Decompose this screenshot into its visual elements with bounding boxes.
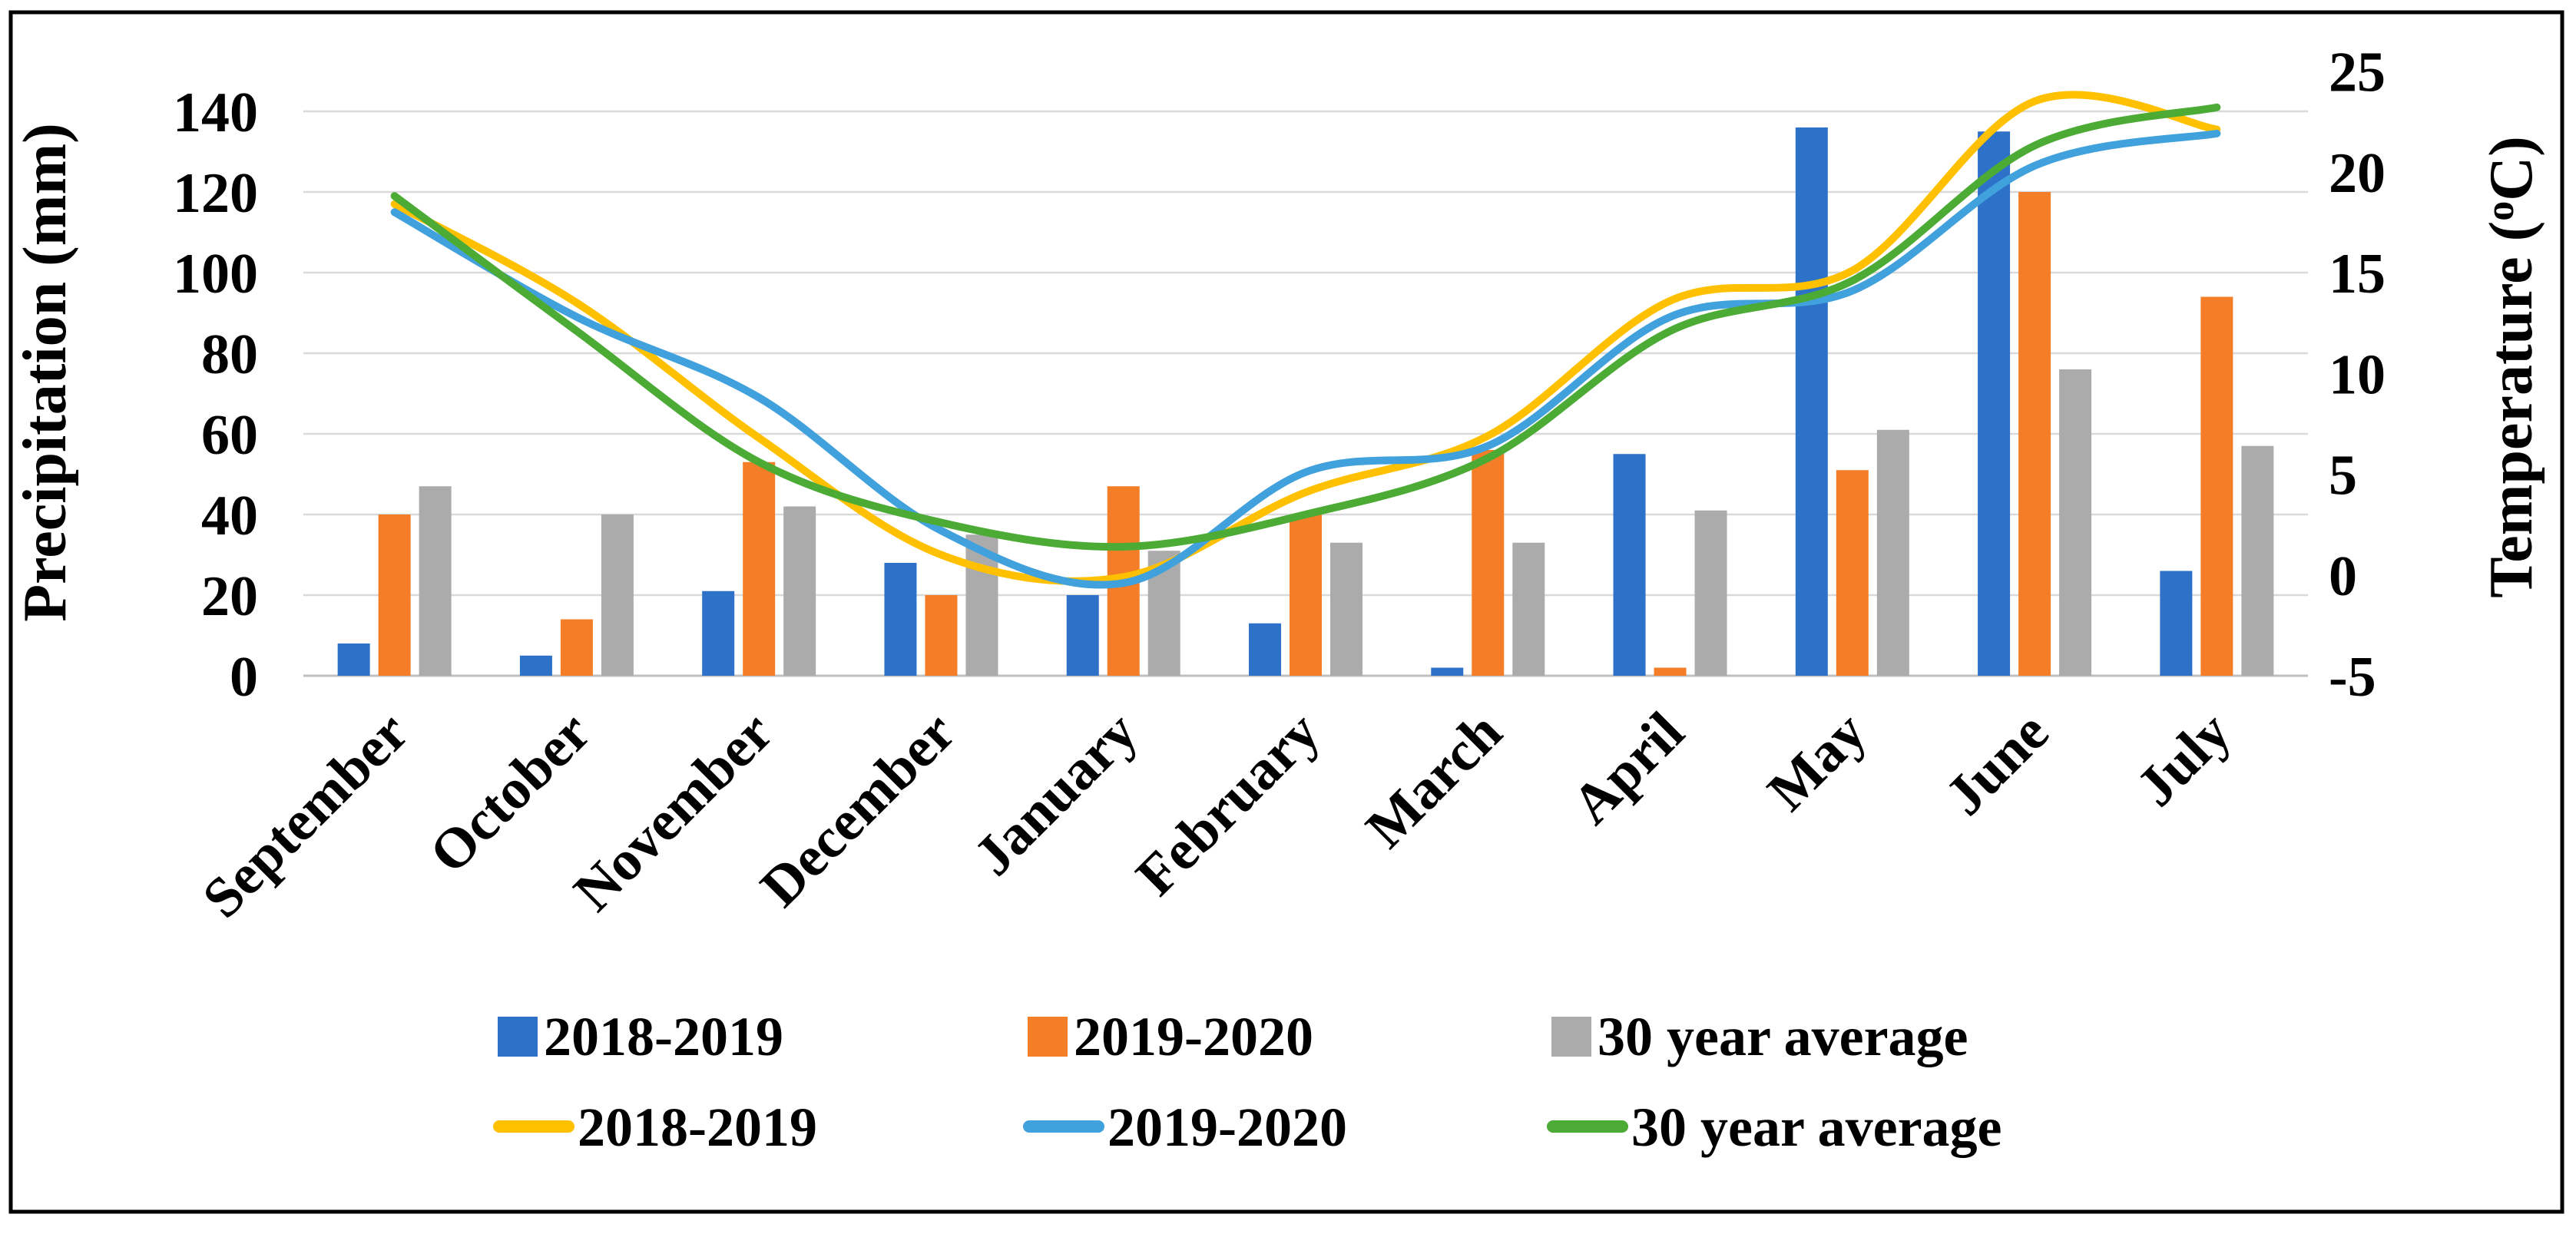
bar-2019-2020-november xyxy=(743,462,776,676)
y2-axis-tick-0: 0 xyxy=(2329,545,2357,608)
y-axis-tick-140: 140 xyxy=(173,81,258,144)
bar-30-year-average-april xyxy=(1694,510,1727,676)
bar-30-year-average-september xyxy=(419,486,452,676)
bar-30-year-average-july xyxy=(2241,445,2274,676)
bar-2018-2019-march xyxy=(1431,667,1464,676)
legend-item-line-30-year-average: 30 year average xyxy=(1547,1097,2002,1158)
legend-group: 2018-2019 2019-2020 30 year average 2018-20… xyxy=(493,1006,2002,1158)
y-axis-tick-0: 0 xyxy=(230,646,258,709)
line-2019-2020 xyxy=(390,129,2221,589)
bar-2019-2020-june xyxy=(2018,192,2051,676)
legend-item-line-2019-2020: 2019-2020 xyxy=(1023,1097,1347,1158)
legend-item-line-2018-2019: 2018-2019 xyxy=(493,1097,817,1158)
bar-2019-2020-may xyxy=(1836,470,1869,676)
y2-axis-tick-5: 5 xyxy=(2329,445,2357,508)
bar-2018-2019-february xyxy=(1249,623,1281,676)
legend-label-bar-2018-2019: 2018-2019 xyxy=(544,1006,783,1067)
bar-2018-2019-october xyxy=(519,655,552,676)
legend-item-bar-2018-2019: 2018-2019 xyxy=(498,1006,783,1067)
bars-group xyxy=(337,127,2274,676)
bar-2018-2019-april xyxy=(1613,454,1646,676)
y-axis-tick-60: 60 xyxy=(201,404,258,467)
bar-2018-2019-december xyxy=(884,563,917,676)
right-axis-title: Temperature (oC) xyxy=(2478,136,2545,597)
left-axis-title: Precipitation (mm) xyxy=(12,123,79,621)
y-axis-tick-40: 40 xyxy=(201,485,258,548)
legend-swatch-bar-2018-2019 xyxy=(498,1017,538,1057)
legend-label-line-2018-2019: 2018-2019 xyxy=(578,1097,817,1158)
bar-2019-2020-september xyxy=(378,514,411,676)
bar-30-year-average-february xyxy=(1330,542,1362,676)
y-axis-tick-80: 80 xyxy=(201,323,258,386)
bar-2018-2019-june xyxy=(1978,131,2011,676)
y2-axis-tick-25: 25 xyxy=(2329,41,2386,104)
legend-label-line-2019-2020: 2019-2020 xyxy=(1108,1097,1347,1158)
y-axis-tick-120: 120 xyxy=(173,162,258,225)
y-axis-tick-100: 100 xyxy=(173,243,258,306)
legend-item-bar-30-year-average: 30 year average xyxy=(1551,1006,1968,1067)
legend-label-bar-30-year-average: 30 year average xyxy=(1598,1006,1968,1067)
y2-axis-tick-10: 10 xyxy=(2329,343,2386,406)
bar-2019-2020-october xyxy=(560,619,593,676)
bar-2018-2019-july xyxy=(2160,571,2193,676)
y2-axis-tick-20: 20 xyxy=(2329,142,2386,205)
y-axis-tick-20: 20 xyxy=(201,565,258,628)
bar-2019-2020-march xyxy=(1472,450,1505,676)
legend-label-line-30-year-average: 30 year average xyxy=(1631,1097,2002,1158)
bar-30-year-average-may xyxy=(1876,429,1909,676)
line-30-year-average xyxy=(390,103,2221,551)
bar-2018-2019-september xyxy=(337,643,370,676)
bar-2019-2020-february xyxy=(1290,514,1322,676)
lines-group xyxy=(390,91,2221,589)
bar-30-year-average-march xyxy=(1512,542,1545,676)
bar-2018-2019-may xyxy=(1795,127,1828,676)
bar-2019-2020-december xyxy=(925,595,958,676)
legend-swatch-bar-30-year-average xyxy=(1551,1017,1591,1057)
bar-30-year-average-october xyxy=(601,514,634,676)
bar-30-year-average-june xyxy=(2059,369,2092,676)
legend-label-bar-2019-2020: 2019-2020 xyxy=(1074,1006,1313,1067)
y2-axis-tick-15: 15 xyxy=(2329,243,2386,306)
y2-axis-tick--5: -5 xyxy=(2329,646,2376,709)
bar-2019-2020-april xyxy=(1654,667,1687,676)
bar-2018-2019-january xyxy=(1066,595,1099,676)
line-2018-2019 xyxy=(390,91,2221,585)
bar-2019-2020-july xyxy=(2200,296,2233,676)
legend-swatch-bar-2019-2020 xyxy=(1028,1017,1068,1057)
bar-30-year-average-november xyxy=(783,506,816,676)
legend-item-bar-2019-2020: 2019-2020 xyxy=(1028,1006,1313,1067)
bar-2018-2019-november xyxy=(702,591,735,676)
